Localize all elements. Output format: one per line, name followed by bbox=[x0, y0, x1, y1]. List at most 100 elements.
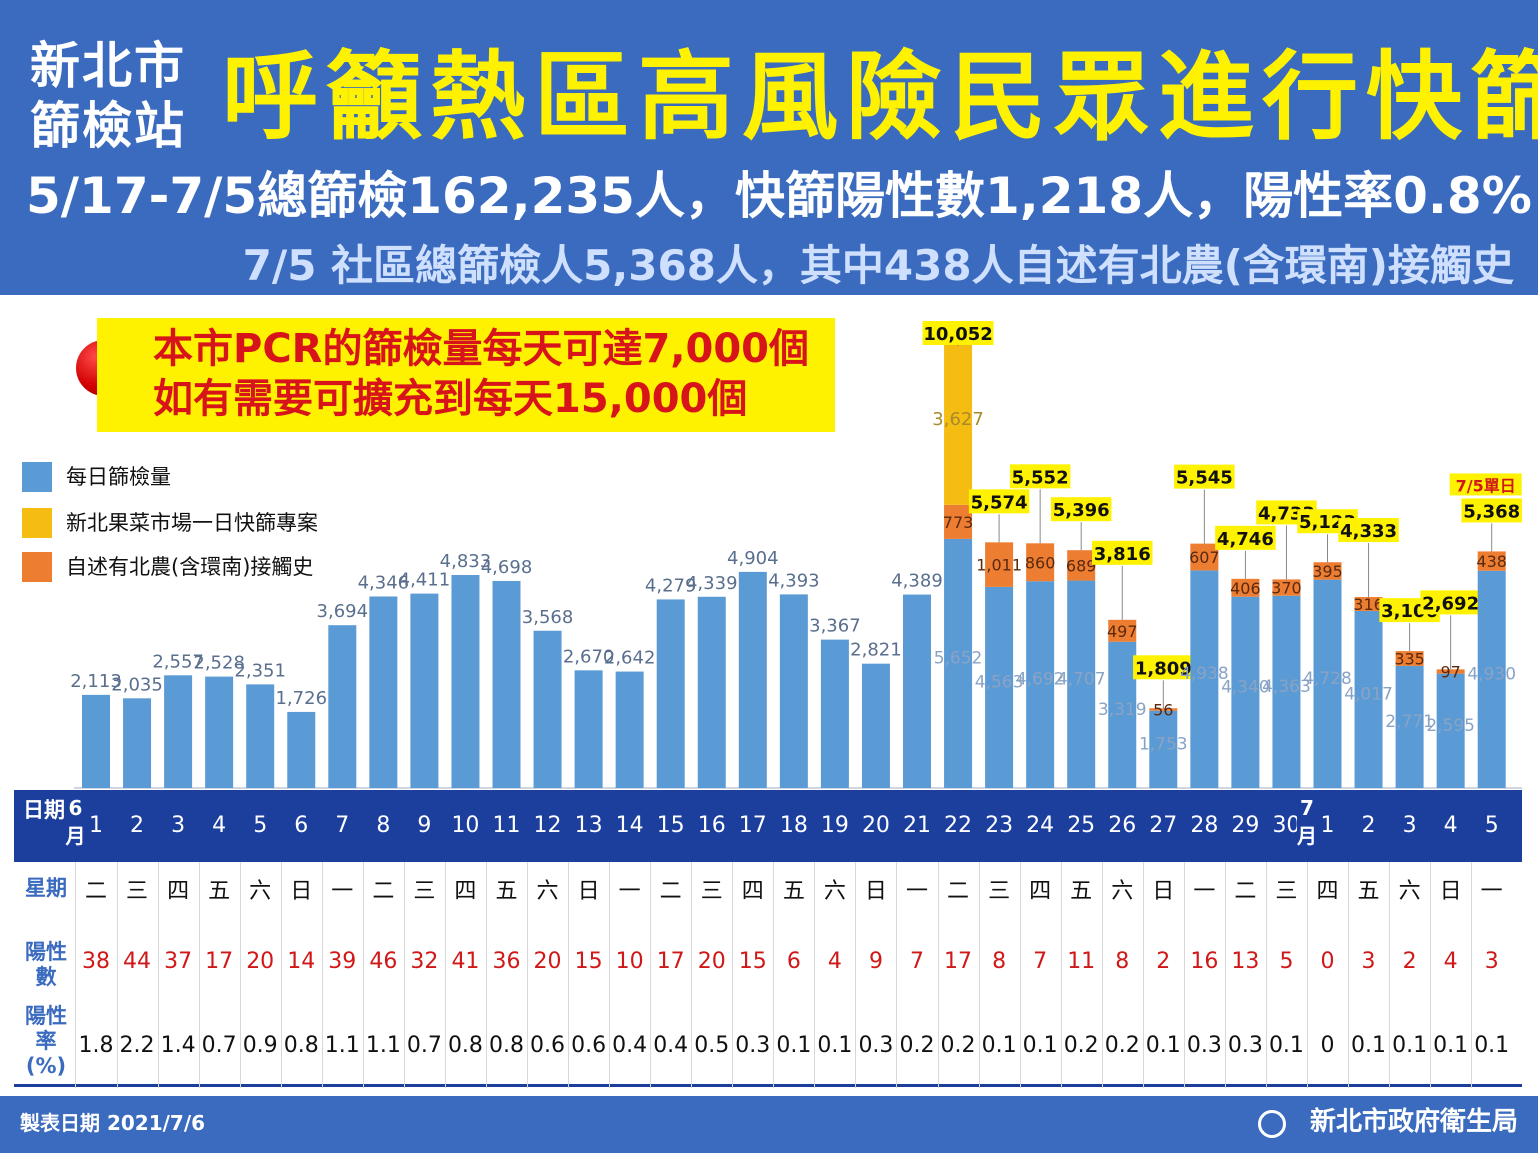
legend-label-daily: 每日篩檢量 bbox=[66, 465, 171, 489]
column-divider bbox=[1224, 862, 1226, 1088]
positive-cell-4: 20 bbox=[246, 949, 275, 974]
rate-cell-32: 0.1 bbox=[1392, 1033, 1428, 1058]
date-cell-5: 6 bbox=[294, 813, 309, 838]
column-divider bbox=[1348, 862, 1350, 1088]
bar-label-daily-6/25: 4,707 bbox=[1057, 669, 1106, 689]
rate-row-header: 陽性率(%) bbox=[25, 1004, 67, 1078]
rate-cell-19: 0.3 bbox=[858, 1033, 894, 1058]
bar-daily-6/6 bbox=[287, 711, 316, 788]
date-cell-15: 16 bbox=[697, 813, 726, 838]
bar-daily-6/4 bbox=[205, 676, 234, 788]
rate-cell-2: 1.4 bbox=[160, 1033, 196, 1058]
weekday-cell-4: 六 bbox=[249, 879, 272, 904]
column-divider bbox=[1101, 862, 1103, 1088]
column-divider bbox=[1471, 862, 1473, 1088]
weekday-cell-31: 五 bbox=[1357, 879, 1380, 904]
positive-cell-18: 4 bbox=[827, 949, 842, 974]
bar-label-total-6/26: 3,816 bbox=[1094, 544, 1151, 565]
bar-daily-6/26 bbox=[1108, 641, 1137, 788]
station-line-1: 新北市 bbox=[30, 37, 186, 95]
column-divider bbox=[75, 862, 77, 1088]
bar-daily-6/15 bbox=[656, 599, 685, 788]
month-marker-july: 7月 bbox=[1296, 794, 1317, 856]
rate-cell-16: 0.3 bbox=[735, 1033, 771, 1058]
weekday-cell-21: 二 bbox=[947, 879, 970, 904]
bar-daily-7/5 bbox=[1477, 570, 1506, 788]
rate-cell-13: 0.4 bbox=[612, 1033, 648, 1058]
weekday-cell-22: 三 bbox=[988, 879, 1011, 904]
bar-contact-6/27 bbox=[1149, 708, 1178, 711]
positive-cell-19: 9 bbox=[868, 949, 883, 974]
rate-cell-1: 2.2 bbox=[119, 1033, 155, 1058]
bar-contact-6/26 bbox=[1108, 619, 1137, 642]
positive-cell-27: 16 bbox=[1190, 949, 1219, 974]
weekday-cell-10: 五 bbox=[495, 879, 518, 904]
rate-cell-17: 0.1 bbox=[776, 1033, 812, 1058]
bar-contact-6/28 bbox=[1190, 543, 1219, 571]
weekday-cell-29: 三 bbox=[1275, 879, 1298, 904]
positive-cell-30: 0 bbox=[1320, 949, 1335, 974]
weekday-cell-33: 日 bbox=[1439, 879, 1462, 904]
weekday-cell-9: 四 bbox=[454, 879, 477, 904]
bar-label-daily-6/1: 2,113 bbox=[70, 671, 122, 692]
positive-cell-26: 2 bbox=[1156, 949, 1171, 974]
column-divider bbox=[691, 862, 693, 1088]
bar-label-total-6/27: 1,809 bbox=[1135, 658, 1192, 679]
page-title: 呼籲熱區高風險民眾進行快篩 bbox=[222, 41, 1538, 153]
positive-cell-6: 39 bbox=[328, 949, 357, 974]
legend-swatch-daily bbox=[22, 462, 52, 492]
bar-label-total-6/28-bg bbox=[1174, 464, 1235, 489]
bar-label-contact-6/26: 497 bbox=[1107, 622, 1138, 641]
bar-daily-6/28 bbox=[1190, 570, 1219, 788]
column-divider bbox=[1183, 862, 1185, 1088]
date-cell-29: 30 bbox=[1272, 813, 1301, 838]
column-divider bbox=[1265, 862, 1267, 1088]
bar-label-total-6/25: 5,396 bbox=[1053, 500, 1110, 521]
bar-label-daily-6/5: 2,351 bbox=[234, 660, 286, 681]
rate-cell-22: 0.1 bbox=[981, 1033, 1017, 1058]
bar-contact-6/29 bbox=[1231, 578, 1260, 597]
rate-cell-15: 0.5 bbox=[694, 1033, 730, 1058]
date-cell-27: 28 bbox=[1190, 813, 1219, 838]
date-row: 日期 1 2 3 4 5 6 7 8 9 10 11 12 13 14 15 16 17 18 19 20 21 22 23… bbox=[14, 790, 1522, 862]
positive-cell-16: 15 bbox=[738, 949, 767, 974]
date-row-header: 日期 bbox=[23, 798, 65, 822]
rate-cell-33: 0.1 bbox=[1433, 1033, 1469, 1058]
positive-cell-34: 3 bbox=[1484, 949, 1499, 974]
rate-cell-9: 0.8 bbox=[447, 1033, 483, 1058]
rate-cell-28: 0.3 bbox=[1227, 1033, 1263, 1058]
date-cell-9: 10 bbox=[451, 813, 480, 838]
legend-label-contact: 自述有北農(含環南)接觸史 bbox=[66, 555, 314, 579]
bar-label-daily-6/28: 4,938 bbox=[1180, 664, 1229, 684]
date-cell-18: 19 bbox=[820, 813, 849, 838]
column-divider bbox=[814, 862, 816, 1088]
rate-cell-7: 1.1 bbox=[365, 1033, 401, 1058]
date-cell-1: 2 bbox=[130, 813, 145, 838]
legend-swatch-contact bbox=[22, 552, 52, 582]
bar-label-daily-7/2: 4,017 bbox=[1344, 684, 1393, 704]
positive-cell-14: 17 bbox=[656, 949, 685, 974]
date-cell-10: 11 bbox=[492, 813, 521, 838]
bar-label-daily-6/14: 2,642 bbox=[604, 648, 656, 669]
bar-contact-6/30 bbox=[1272, 579, 1301, 596]
positive-cell-24: 11 bbox=[1067, 949, 1096, 974]
weekday-cell-14: 二 bbox=[659, 879, 682, 904]
weekday-cell-34: 一 bbox=[1480, 879, 1503, 904]
single-day-label-bg bbox=[1449, 473, 1522, 496]
positive-cell-20: 7 bbox=[910, 949, 924, 974]
station-line-2: 篩檢站 bbox=[30, 97, 186, 155]
bar-daily-6/1 bbox=[82, 694, 110, 788]
weekday-cell-20: 一 bbox=[905, 879, 928, 904]
date-cell-20: 21 bbox=[903, 813, 931, 838]
bar-daily-6/9 bbox=[410, 593, 439, 788]
rate-cell-3: 0.7 bbox=[201, 1033, 237, 1058]
bar-daily-7/1 bbox=[1313, 579, 1342, 788]
column-divider bbox=[1019, 862, 1021, 1088]
positive-cell-12: 15 bbox=[574, 949, 603, 974]
column-divider bbox=[568, 862, 570, 1088]
positive-cell-13: 10 bbox=[615, 949, 644, 974]
pcr-note-line-1: 本市PCR的篩檢量每天可達7,000個 bbox=[153, 326, 809, 372]
bar-daily-6/14 bbox=[615, 671, 644, 788]
bar-label-daily-7/5: 4,930 bbox=[1467, 664, 1516, 684]
rate-cell-26: 0.1 bbox=[1145, 1033, 1181, 1058]
